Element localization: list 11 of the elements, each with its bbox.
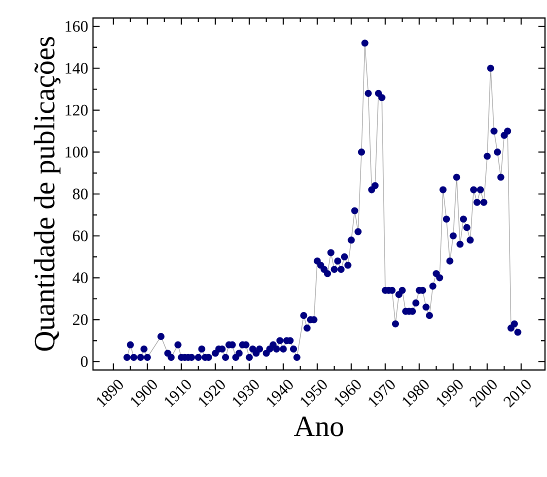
x-axis-title: Ano [294, 416, 344, 436]
y-tick-label: 100 [66, 146, 88, 158]
y-tick-label: 0 [80, 356, 88, 367]
y-tick-label: 80 [72, 188, 88, 200]
y-tick-label: 140 [66, 62, 88, 74]
y-tick-label: 20 [73, 314, 88, 326]
y-tick-label: 60 [72, 230, 88, 242]
y-axis-title: Quantidade de publicações [34, 37, 60, 351]
y-tick-label: 160 [66, 20, 88, 32]
y-tick-label: 40 [72, 272, 88, 284]
y-tick-label: 120 [66, 104, 88, 116]
